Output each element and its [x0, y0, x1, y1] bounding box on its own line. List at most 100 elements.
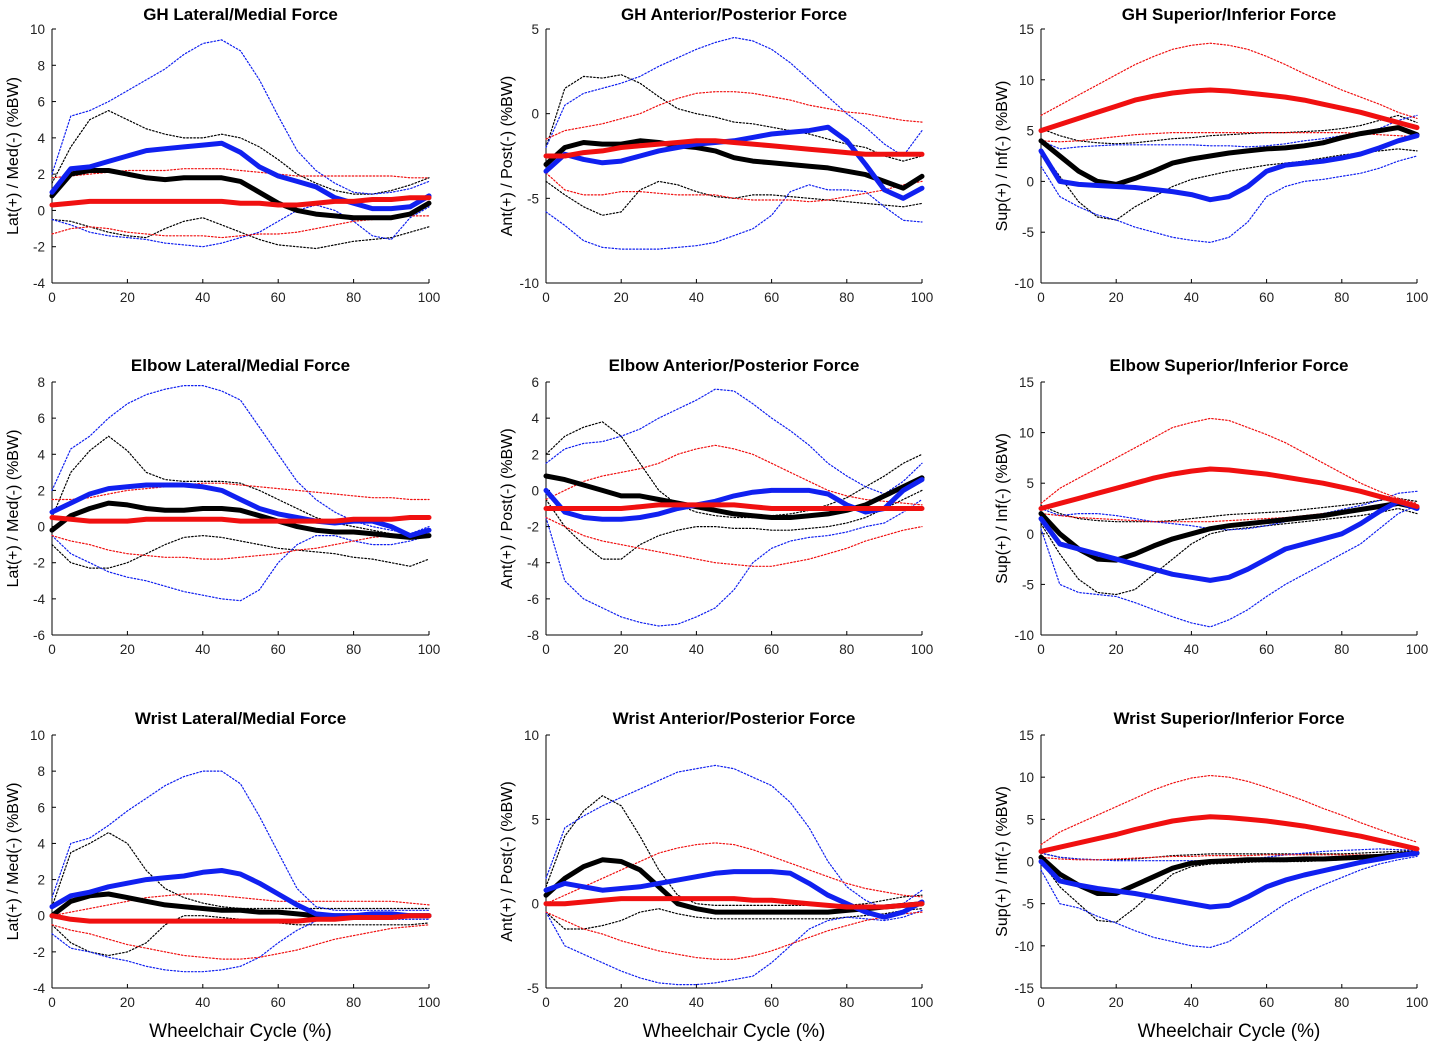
chart-1-xtick-label: 100: [418, 290, 441, 305]
chart-3: GH Superior/Inferior Force Sup(+) / Inf(-…: [994, 5, 1428, 305]
chart-4-series-black-mean: [49, 500, 432, 540]
chart-2-ylabel: Ant(+) / Post(-) (%BW): [499, 76, 516, 236]
chart-8-ylabel: Ant(+) / Post(-) (%BW): [499, 781, 516, 941]
chart-8-series-black-upper: [545, 795, 923, 907]
chart-7-ylabel: Lat(+) / Med(-) (%BW): [5, 783, 22, 941]
chart-2-series-red-upper: [545, 91, 923, 140]
chart-6-series-blue-mean: [1038, 498, 1420, 583]
chart-5-ytick-label: 6: [531, 375, 539, 390]
chart-7-xtick-label: 100: [418, 995, 441, 1010]
chart-9-ytick-label: 0: [1026, 855, 1034, 870]
chart-9-ytick-label: 15: [1019, 728, 1034, 743]
chart-4-xtick-label: 100: [418, 642, 441, 657]
chart-7-ytick-label: 0: [37, 909, 45, 924]
chart-7-ytick-label: 2: [37, 873, 45, 888]
chart-7-series-red-mean: [49, 913, 432, 924]
chart-5-xtick-label: 40: [689, 642, 704, 657]
chart-9-xtick-label: 40: [1184, 995, 1199, 1010]
chart-5-ytick-label: -6: [527, 592, 539, 607]
chart-4-ytick-label: 4: [37, 447, 45, 462]
chart-4-xtick-label: 60: [271, 642, 286, 657]
chart-9-ytick-label: -15: [1014, 981, 1034, 996]
chart-9-ytick-label: 10: [1019, 770, 1034, 785]
chart-5-xtick-label: 100: [911, 642, 934, 657]
chart-1-xtick-label: 0: [48, 290, 56, 305]
chart-7-ytick-label: 10: [30, 728, 45, 743]
chart-5-ylabel: Ant(+) / Post(-) (%BW): [499, 428, 516, 588]
chart-7-ytick-label: 8: [37, 764, 45, 779]
chart-8-xtick-label: 60: [764, 995, 779, 1010]
chart-5-xtick-label: 20: [614, 642, 629, 657]
chart-3-series-black-mean: [1038, 125, 1420, 187]
chart-4-series-blue-upper: [51, 385, 430, 535]
chart-7-xtick-label: 40: [195, 995, 210, 1010]
chart-8-series-blue-upper: [545, 764, 923, 910]
chart-1-ytick-label: 4: [37, 131, 45, 146]
chart-6-xtick-label: 20: [1109, 642, 1124, 657]
chart-5-xtick-label: 60: [764, 642, 779, 657]
chart-9-xtick-label: 60: [1259, 995, 1274, 1010]
chart-5-ytick-label: -4: [527, 556, 539, 571]
chart-3-ytick-label: -5: [1022, 225, 1034, 240]
chart-5-series-red-mean: [543, 502, 925, 511]
chart-9-xtick-label: 100: [1406, 995, 1429, 1010]
chart-1-title: GH Lateral/Medial Force: [143, 5, 338, 24]
chart-9-xtick-label: 0: [1037, 995, 1045, 1010]
chart-4-ytick-label: 0: [37, 520, 45, 535]
chart-9-xtick-label: 20: [1109, 995, 1124, 1010]
chart-9-ytick-label: 5: [1026, 812, 1034, 827]
chart-6-xtick-label: 0: [1037, 642, 1045, 657]
chart-3-ylabel: Sup(+) / Inf(-) (%BW): [994, 81, 1011, 232]
chart-1-xtick-label: 40: [195, 290, 210, 305]
chart-4-series-black-lower: [51, 534, 430, 569]
chart-6-ylabel: Sup(+) / Inf(-) (%BW): [994, 433, 1011, 584]
chart-9-series-red-upper: [1040, 774, 1418, 846]
chart-6: Elbow Superior/Inferior Force Sup(+) / In…: [994, 356, 1428, 657]
chart-7-series-red-lower: [51, 924, 430, 960]
chart-9-series-blue-lower: [1040, 855, 1418, 949]
chart-6-ytick-label: 15: [1019, 375, 1034, 390]
chart-3-ytick-label: 15: [1019, 22, 1034, 37]
chart-5-series-blue-upper: [545, 388, 923, 495]
chart-5-title: Elbow Anterior/Posterior Force: [609, 356, 860, 375]
chart-6-xtick-label: 60: [1259, 642, 1274, 657]
chart-2-xtick-label: 40: [689, 290, 704, 305]
chart-8-title: Wrist Anterior/Posterior Force: [613, 709, 856, 728]
chart-8-xtick-label: 80: [839, 995, 854, 1010]
chart-3-ytick-label: 5: [1026, 124, 1034, 139]
chart-6-series-red-upper: [1040, 417, 1418, 504]
chart-3-title: GH Superior/Inferior Force: [1122, 5, 1336, 24]
chart-2-series-blue-lower: [545, 184, 923, 250]
chart-2-series-black-mean: [543, 138, 925, 191]
chart-5-ytick-label: 4: [531, 411, 539, 426]
chart-4-ytick-label: -6: [33, 628, 45, 643]
chart-9-ylabel: Sup(+) / Inf(-) (%BW): [994, 786, 1011, 937]
chart-7-ytick-label: -2: [33, 945, 45, 960]
chart-7-xtick-label: 0: [48, 995, 56, 1010]
chart-3-ytick-label: 10: [1019, 73, 1034, 88]
chart-4-series-red-lower: [51, 531, 430, 560]
chart-5-xtick-label: 0: [542, 642, 550, 657]
chart-6-series-black-upper: [1040, 497, 1418, 523]
chart-4-series-black-upper: [51, 435, 430, 539]
chart-7: Wrist Lateral/Medial Force Lat(+) / Med(-…: [5, 709, 440, 1042]
chart-9-ytick-label: -10: [1014, 939, 1034, 954]
chart-6-xtick-label: 80: [1334, 642, 1349, 657]
chart-4-xtick-label: 20: [120, 642, 135, 657]
chart-7-xtick-label: 80: [346, 995, 361, 1010]
chart-1-ytick-label: -2: [33, 240, 45, 255]
chart-3-ytick-label: -10: [1014, 276, 1034, 291]
chart-9-xtick-label: 80: [1334, 995, 1349, 1010]
chart-4-series-blue-lower: [51, 534, 430, 602]
chart-7-series-blue-upper: [51, 770, 430, 911]
chart-5-ytick-label: -8: [527, 628, 539, 643]
chart-2: GH Anterior/Posterior Force Ant(+) / Post…: [499, 5, 933, 305]
chart-8-xlabel: Wheelchair Cycle (%): [643, 1021, 826, 1042]
chart-6-xtick-label: 100: [1406, 642, 1429, 657]
chart-4-ytick-label: -2: [33, 556, 45, 571]
chart-8-xtick-label: 100: [911, 995, 934, 1010]
chart-6-series-blue-lower: [1040, 504, 1418, 628]
chart-7-ytick-label: 4: [37, 836, 45, 851]
chart-8: Wrist Anterior/Posterior Force Ant(+) / P…: [499, 709, 933, 1042]
